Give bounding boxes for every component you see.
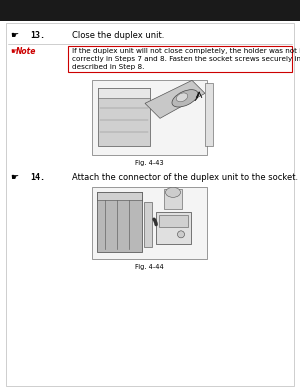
Text: described in Step 8.: described in Step 8.	[72, 64, 144, 70]
Bar	[92, 80, 207, 155]
Polygon shape	[145, 80, 205, 118]
Bar	[144, 202, 152, 247]
Bar	[205, 83, 213, 146]
Text: 13.: 13.	[30, 31, 45, 40]
Text: Close the duplex unit.: Close the duplex unit.	[72, 31, 164, 40]
Text: Fig. 4-44: Fig. 4-44	[135, 264, 164, 270]
Text: ☛: ☛	[10, 31, 18, 40]
Text: Attach the connector of the duplex unit to the socket.: Attach the connector of the duplex unit …	[72, 173, 298, 182]
Bar	[68, 46, 292, 72]
Bar	[97, 192, 142, 200]
Text: ☛: ☛	[10, 47, 17, 56]
Ellipse shape	[166, 187, 181, 197]
Bar	[156, 212, 191, 244]
Bar	[98, 88, 150, 146]
Text: 14.: 14.	[30, 173, 45, 182]
Ellipse shape	[178, 231, 184, 238]
Text: ☛: ☛	[10, 173, 18, 182]
Text: Fig. 4-43: Fig. 4-43	[135, 160, 164, 166]
Ellipse shape	[176, 93, 188, 102]
Text: Note: Note	[16, 47, 36, 56]
Bar	[0, 0, 300, 21]
Bar	[97, 192, 142, 252]
Text: correctly in Steps 7 and 8. Fasten the socket screws securely in the order: correctly in Steps 7 and 8. Fasten the s…	[72, 56, 300, 62]
Text: If the duplex unit will not close completely, the holder was not installed: If the duplex unit will not close comple…	[72, 48, 300, 54]
Bar	[92, 187, 207, 259]
Bar	[98, 88, 150, 98]
Bar	[164, 189, 182, 210]
Ellipse shape	[172, 90, 198, 107]
Bar	[159, 215, 188, 227]
